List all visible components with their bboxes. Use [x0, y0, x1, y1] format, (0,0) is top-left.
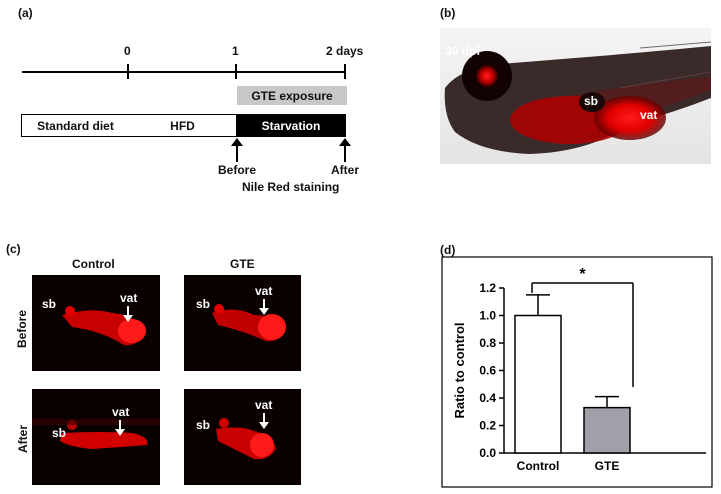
before-label: Before [218, 163, 257, 177]
bar-gte [583, 406, 631, 454]
sb-label-c2: sb [196, 297, 211, 311]
timeline-tick-1 [235, 64, 237, 79]
staining-label: Nile Red staining [242, 180, 340, 194]
sb-label-c4: sb [196, 418, 211, 432]
x-tick-label: Control [517, 459, 560, 473]
row-before-label: Before [15, 309, 30, 349]
arrow-icon-c3 [115, 420, 125, 436]
chart-frame [441, 256, 713, 488]
arrow-icon-c4 [259, 413, 269, 429]
y-axis-label: Ratio to control [452, 322, 467, 418]
vat-label-c3: vat [112, 405, 130, 419]
sb-label-c3: sb [52, 426, 67, 440]
image-control-before [32, 275, 160, 371]
timeline-tick-0 [127, 64, 129, 79]
timeline-axis [22, 71, 346, 73]
after-arrow-icon [339, 138, 351, 162]
y-tick-label: 1.2 [479, 281, 496, 295]
phase-standard-diet: Standard diet [21, 114, 130, 137]
x-tick-label: GTE [595, 459, 620, 473]
arrow-icon-c2 [259, 299, 269, 315]
vat-label-c2: vat [255, 284, 273, 298]
significance-star: * [579, 266, 586, 283]
row-after-label: After [16, 424, 31, 454]
timeline-tick-2 [344, 64, 346, 79]
age-label: 30 dpf [445, 44, 481, 58]
timeline-label-2: 2 days [326, 44, 364, 58]
panel-b-label: (b) [440, 6, 456, 20]
panel-a-label: (a) [18, 6, 33, 20]
y-tick-label: 0.4 [479, 391, 496, 405]
gte-exposure-bar: GTE exposure [237, 86, 347, 105]
y-tick-label: 0.6 [479, 364, 496, 378]
phase-hfd: HFD [129, 114, 237, 137]
after-label: After [331, 163, 360, 177]
y-tick-label: 0.0 [479, 446, 496, 460]
y-tick-label: 0.8 [479, 336, 496, 350]
vat-label-c4: vat [255, 398, 273, 412]
vat-label-c1: vat [120, 291, 138, 305]
sb-label-c1: sb [42, 297, 57, 311]
sb-label-b: sb [584, 94, 599, 108]
phase-starvation: Starvation [236, 114, 346, 137]
bar-control [514, 314, 562, 454]
image-control-after [32, 389, 160, 485]
timeline-label-0: 0 [124, 44, 131, 58]
bar-chart: 0.0 0.2 0.4 0.6 0.8 1.0 1.2 Ratio to control Con… [441, 256, 713, 488]
vat-label-b: vat [640, 108, 658, 122]
timeline-label-1: 1 [232, 44, 239, 58]
column-gte-label: GTE [230, 257, 255, 271]
column-control-label: Control [72, 257, 115, 271]
image-gte-after [184, 389, 301, 485]
before-arrow-icon [231, 138, 243, 162]
y-tick-label: 1.0 [479, 309, 496, 323]
arrow-icon-c1 [123, 306, 133, 322]
y-tick-label: 0.2 [479, 419, 496, 433]
larva-image [440, 28, 711, 164]
panel-d-label: (d) [440, 243, 456, 257]
image-gte-before [184, 275, 301, 371]
panel-c-label: (c) [6, 242, 21, 256]
